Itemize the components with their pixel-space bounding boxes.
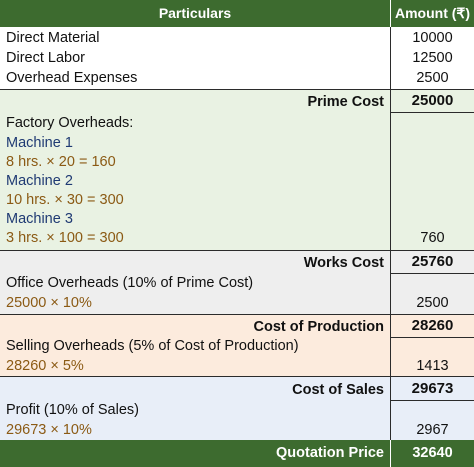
factory-overheads-title: Factory Overheads: xyxy=(6,115,134,131)
overhead-expenses-label: Overhead Expenses xyxy=(6,70,138,86)
machine-2-calc: 10 hrs. × 30 = 300 xyxy=(6,192,124,208)
profit-total: 2967 xyxy=(416,422,449,438)
machine-2-name: Machine 2 xyxy=(6,173,73,189)
table-header: Particulars Amount (₹) xyxy=(0,0,474,27)
machine-1-name: Machine 1 xyxy=(6,135,73,151)
overhead-expenses-value: 2500 xyxy=(416,70,449,86)
works-cost-label: Works Cost xyxy=(303,255,384,271)
office-overheads-calc: 25000 × 10% xyxy=(6,295,92,311)
table-footer: Quotation Price 32640 xyxy=(0,440,474,467)
direct-labor-label: Direct Labor xyxy=(6,50,85,66)
machine-3-calc: 3 hrs. × 100 = 300 xyxy=(6,230,124,246)
profit-title: Profit (10% of Sales) xyxy=(6,402,139,418)
cost-of-sales-section: Cost of Sales Profit (10% of Sales) 2967… xyxy=(0,376,474,441)
cost-of-production-label: Cost of Production xyxy=(253,319,385,335)
direct-costs-section: Direct Material Direct Labor Overhead Ex… xyxy=(0,27,474,89)
direct-labor-value: 12500 xyxy=(412,50,453,66)
office-overheads-title: Office Overheads (10% of Prime Cost) xyxy=(6,275,254,291)
profit-calc: 29673 × 10% xyxy=(6,422,92,438)
cost-of-production-section: Cost of Production Selling Overheads (5%… xyxy=(0,314,474,377)
header-amount: Amount (₹) xyxy=(395,5,470,21)
machine-3-name: Machine 3 xyxy=(6,211,73,227)
direct-material-label: Direct Material xyxy=(6,30,100,46)
prime-cost-value: 25000 xyxy=(411,92,454,109)
prime-cost-section: Prime Cost Factory Overheads: Machine 1 … xyxy=(0,89,474,251)
cost-of-sales-label: Cost of Sales xyxy=(292,382,384,398)
direct-material-value: 10000 xyxy=(412,30,453,46)
prime-cost-label: Prime Cost xyxy=(307,94,384,110)
cost-of-sales-value: 29673 xyxy=(411,380,454,397)
quotation-price-value: 32640 xyxy=(412,445,453,461)
cost-of-production-value: 28260 xyxy=(411,317,454,334)
selling-overheads-calc: 28260 × 5% xyxy=(6,358,84,374)
works-cost-value: 25760 xyxy=(411,253,454,270)
works-cost-section: Works Cost Office Overheads (10% of Prim… xyxy=(0,250,474,315)
office-overheads-total: 2500 xyxy=(416,295,449,311)
selling-overheads-total: 1413 xyxy=(416,358,449,374)
selling-overheads-title: Selling Overheads (5% of Cost of Product… xyxy=(6,338,299,354)
factory-overheads-total: 760 xyxy=(420,230,445,246)
header-particulars: Particulars xyxy=(0,0,391,27)
quotation-price-label: Quotation Price xyxy=(0,440,391,467)
machine-1-calc: 8 hrs. × 20 = 160 xyxy=(6,154,116,170)
